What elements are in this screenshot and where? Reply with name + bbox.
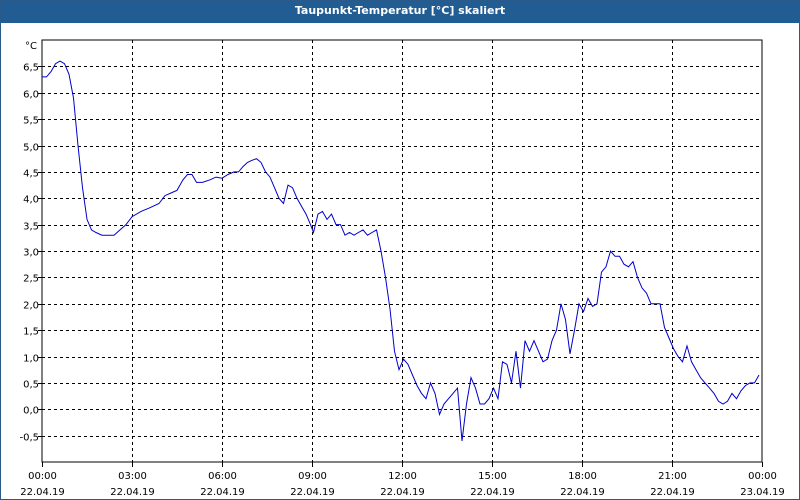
y-tick-label: 0,5 (23, 380, 39, 391)
x-tick-date: 22.04.19 (560, 487, 605, 498)
grid-lines (42, 40, 762, 462)
x-tick-time: 03:00 (118, 471, 147, 482)
title-bar: Taupunkt-Temperatur [°C] skaliert (1, 1, 799, 23)
x-tick-date: 22.04.19 (290, 487, 335, 498)
x-tick-time: 06:00 (208, 471, 237, 482)
y-tick-label: 6,0 (23, 90, 39, 101)
x-tick-time: 18:00 (568, 471, 597, 482)
y-axis-unit-label: °C (25, 41, 37, 52)
y-tick-label: 4,0 (23, 195, 39, 206)
y-tick-label: 1,0 (23, 354, 39, 365)
y-tick-label: 0,0 (23, 406, 39, 417)
x-tick-date: 22.04.19 (200, 487, 245, 498)
x-tick-date: 22.04.19 (380, 487, 425, 498)
x-axis-labels: 00:00 22.04.19 03:00 22.04.19 06:00 22.04.19 0… (20, 471, 785, 498)
axis-ticks (38, 66, 763, 467)
y-tick-label: 2,0 (23, 301, 39, 312)
x-tick-time: 12:00 (388, 471, 417, 482)
y-axis-labels: 6,5 6,0 5,5 5,0 4,5 4,0 3,5 3,0 2,5 2,0 1,5 1,0 0,5 0… (19, 63, 39, 444)
x-tick-date: 23.04.19 (740, 487, 785, 498)
x-tick-date: 22.04.19 (470, 487, 515, 498)
y-tick-label: 5,5 (23, 116, 39, 127)
x-tick-time: 00:00 (28, 471, 57, 482)
y-tick-label: 6,5 (23, 63, 39, 74)
x-tick-time: 21:00 (658, 471, 687, 482)
x-tick-time: 09:00 (298, 471, 327, 482)
x-tick-time: 15:00 (478, 471, 507, 482)
y-tick-label: 2,5 (23, 274, 39, 285)
series-line (42, 60, 760, 441)
y-tick-label: 1,5 (23, 327, 39, 338)
y-tick-label: 4,5 (23, 169, 39, 180)
x-tick-date: 22.04.19 (650, 487, 695, 498)
window-title: Taupunkt-Temperatur [°C] skaliert (294, 4, 506, 17)
x-tick-time: 00:00 (748, 471, 777, 482)
y-tick-label: -0,5 (19, 433, 39, 444)
y-tick-label: 3,0 (23, 248, 39, 259)
x-tick-date: 22.04.19 (110, 487, 155, 498)
y-tick-label: 3,5 (23, 222, 39, 233)
y-tick-label: 5,0 (23, 143, 39, 154)
x-tick-date: 22.04.19 (20, 487, 65, 498)
